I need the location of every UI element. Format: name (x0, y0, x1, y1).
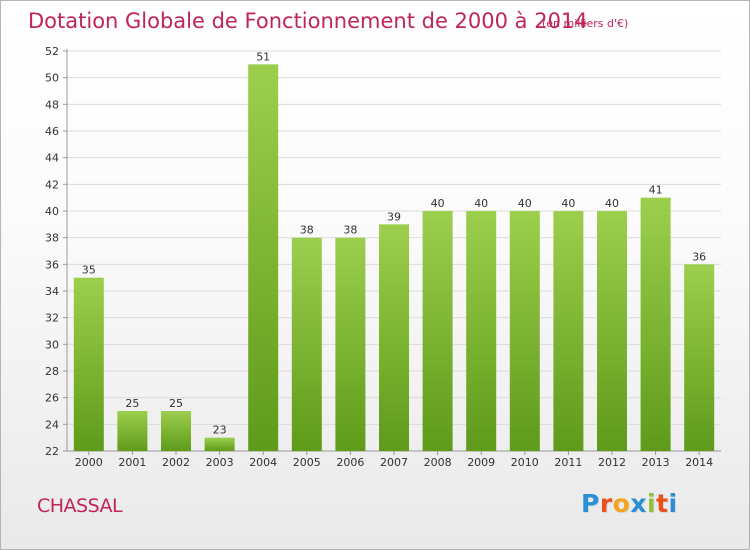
y-tick-label: 42 (45, 178, 59, 191)
logo-letter: i (647, 489, 657, 518)
bar (291, 237, 322, 451)
y-tick-label: 24 (45, 418, 59, 431)
bar (640, 197, 671, 451)
bar (161, 411, 191, 451)
chart-title: Dotation Globale de Fonctionnement de 20… (28, 9, 588, 33)
y-tick-label: 46 (45, 125, 59, 138)
bar-value-label: 40 (518, 197, 532, 210)
bar-value-label: 23 (213, 424, 227, 437)
logo-letter: t (656, 489, 669, 518)
bar-value-label: 38 (343, 224, 357, 237)
x-tick-label: 2014 (685, 456, 713, 469)
y-tick-label: 26 (45, 392, 59, 405)
y-tick-label: 44 (45, 152, 59, 165)
x-tick-label: 2004 (249, 456, 277, 469)
logo-letter: i (668, 489, 678, 518)
y-tick-label: 28 (45, 365, 59, 378)
bar-value-label: 51 (256, 50, 270, 63)
bar-value-label: 36 (692, 250, 706, 263)
logo-letter: x (630, 489, 647, 518)
x-tick-label: 2013 (642, 456, 670, 469)
bar (73, 277, 104, 451)
bar (509, 211, 540, 451)
bar-value-label: 35 (82, 264, 96, 277)
commune-name: CHASSAL (37, 495, 123, 517)
logo-letter: r (599, 489, 613, 518)
x-tick-label: 2007 (380, 456, 408, 469)
bar (117, 411, 148, 451)
bar (379, 224, 409, 451)
bar-value-label: 40 (431, 197, 445, 210)
bar-value-label: 40 (605, 197, 619, 210)
bar (466, 211, 497, 451)
bar-value-label: 40 (474, 197, 488, 210)
bar (422, 211, 453, 451)
bar (684, 264, 715, 451)
y-tick-label: 38 (45, 232, 59, 245)
y-tick-label: 34 (45, 285, 59, 298)
x-tick-label: 2012 (598, 456, 626, 469)
y-tick-label: 36 (45, 258, 59, 271)
bar-value-label: 41 (649, 184, 663, 197)
x-tick-label: 2011 (554, 456, 582, 469)
y-tick-label: 48 (45, 98, 59, 111)
y-tick-label: 30 (45, 338, 59, 351)
bar-value-label: 40 (561, 197, 575, 210)
x-tick-label: 2005 (293, 456, 321, 469)
bar (553, 211, 584, 451)
logo-letter: P (581, 489, 600, 518)
x-tick-label: 2002 (162, 456, 190, 469)
chart-unit: (en milliers d'€) (542, 17, 629, 30)
bar-value-label: 25 (125, 397, 139, 410)
x-tick-label: 2008 (424, 456, 452, 469)
y-tick-label: 32 (45, 312, 59, 325)
bar-value-label: 25 (169, 397, 183, 410)
logo-letter: o (612, 489, 631, 518)
bar (204, 437, 235, 451)
x-tick-label: 2000 (75, 456, 103, 469)
y-tick-label: 50 (45, 72, 59, 85)
y-tick-label: 40 (45, 205, 59, 218)
bar-value-label: 38 (300, 224, 314, 237)
y-tick-label: 52 (45, 45, 59, 58)
bar (335, 237, 366, 451)
bar (248, 64, 279, 452)
proxiti-logo: Proxiti (581, 489, 678, 518)
x-tick-label: 2003 (206, 456, 234, 469)
x-tick-label: 2010 (511, 456, 539, 469)
bar (597, 211, 627, 451)
bar-value-label: 39 (387, 210, 401, 223)
y-tick-label: 22 (45, 445, 59, 458)
x-tick-label: 2006 (336, 456, 364, 469)
x-tick-label: 2001 (118, 456, 146, 469)
x-tick-label: 2009 (467, 456, 495, 469)
